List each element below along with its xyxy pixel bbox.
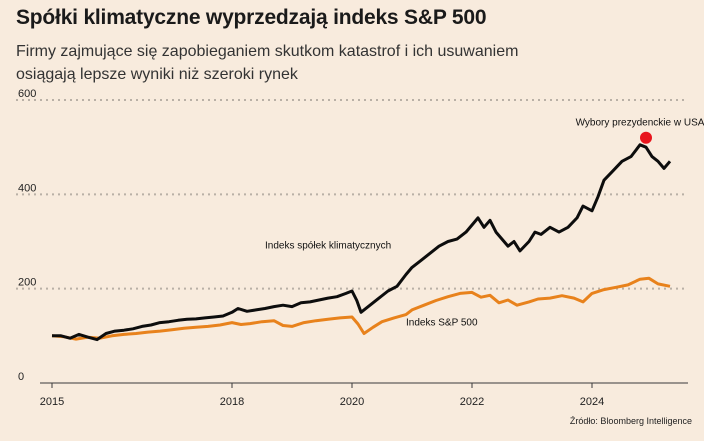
series-line-climate [52,143,672,342]
x-axis: 2015 2018 2020 2022 2024 [40,383,604,408]
election-marker [640,131,652,144]
y-tick-label: 400 [18,182,36,194]
chart-subtitle: Firmy zajmujące się zapobieganiem skutko… [16,43,519,83]
x-tick-label: 2024 [580,396,604,408]
series-line-sp500 [51,276,671,341]
x-tick-label: 2020 [340,396,364,408]
series-label-sp500: Indeks S&P 500 [406,317,478,328]
chart-title: Spółki klimatyczne wyprzedzają indeks S&… [16,6,487,29]
source-note: Źródło: Bloomberg Intelligence [569,416,692,426]
x-tick-label: 2022 [460,396,484,408]
x-tick-label: 2018 [220,396,244,408]
y-axis: 0 200 400 600 [18,88,36,383]
annotation-election: Wybory prezydenckie w USA [576,118,704,129]
y-tick-label: 600 [18,88,36,100]
y-tick-label: 200 [18,277,36,289]
x-tick-label: 2015 [40,396,64,408]
grid [16,99,688,384]
series-label-climate: Indeks spółek klimatycznych [265,241,391,252]
y-tick-label: 0 [18,371,24,383]
